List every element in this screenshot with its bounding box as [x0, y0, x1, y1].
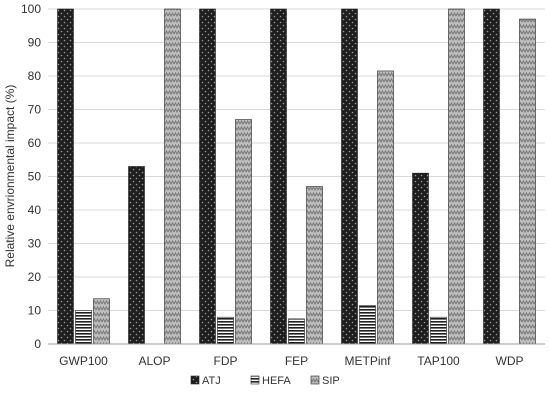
y-tick-label: 80 — [28, 69, 42, 83]
legend-label-sip: SIP — [322, 375, 340, 387]
bar-hefa-gwp100 — [75, 310, 92, 345]
y-tick-label: 20 — [28, 270, 42, 284]
legend-swatch-atj — [190, 375, 200, 385]
y-axis-title: Relative envrionmental impact (%) — [3, 85, 17, 268]
legend-label-hefa: HEFA — [262, 375, 291, 387]
bars — [57, 8, 536, 345]
bar-atj-tap100 — [412, 172, 429, 345]
bar-sip-tap100 — [448, 8, 465, 345]
x-tick-label: ALOP — [138, 354, 170, 368]
x-axis-ticks: GWP100 ALOP FDP FEP METPinf TAP100 WDP — [59, 354, 523, 368]
bar-sip-fep — [306, 186, 323, 345]
y-tick-label: 60 — [28, 136, 42, 150]
x-tick-label: FDP — [214, 354, 238, 368]
bar-hefa-metpinf — [359, 305, 376, 345]
x-tick-label: TAP100 — [417, 354, 460, 368]
y-tick-label: 0 — [34, 337, 41, 351]
bar-hefa-fep — [288, 318, 305, 345]
bar-sip-metpinf — [377, 70, 394, 345]
y-tick-label: 90 — [28, 36, 42, 50]
bar-atj-fdp — [199, 8, 216, 345]
y-tick-label: 50 — [28, 170, 42, 184]
gridlines — [48, 8, 545, 311]
legend-label-atj: ATJ — [202, 375, 221, 387]
bar-atj-metpinf — [341, 8, 358, 345]
bar-sip-fdp — [235, 119, 252, 345]
legend-swatch-sip — [310, 375, 320, 385]
bar-atj-gwp100 — [57, 8, 74, 345]
y-tick-label: 10 — [28, 304, 42, 318]
y-tick-label: 40 — [28, 203, 42, 217]
x-tick-label: GWP100 — [59, 354, 108, 368]
bar-hefa-tap100 — [430, 316, 447, 345]
legend-swatch-hefa — [250, 375, 260, 385]
y-tick-label: 30 — [28, 237, 42, 251]
bar-atj-wdp — [483, 8, 500, 345]
legend: ATJ HEFA SIP — [190, 375, 340, 387]
y-tick-label: 100 — [21, 2, 41, 16]
bar-sip-alop — [164, 8, 181, 345]
y-axis-ticks: 0 10 20 30 40 50 60 70 80 90 100 — [21, 2, 41, 351]
bar-atj-alop — [128, 166, 145, 345]
bar-hefa-fdp — [217, 316, 234, 345]
bar-sip-gwp100 — [93, 298, 110, 345]
x-tick-label: METPinf — [344, 354, 391, 368]
bar-atj-fep — [270, 8, 287, 345]
bar-sip-wdp — [519, 18, 536, 345]
x-tick-label: WDP — [496, 354, 524, 368]
y-tick-label: 70 — [28, 103, 42, 117]
x-tick-label: FEP — [285, 354, 308, 368]
